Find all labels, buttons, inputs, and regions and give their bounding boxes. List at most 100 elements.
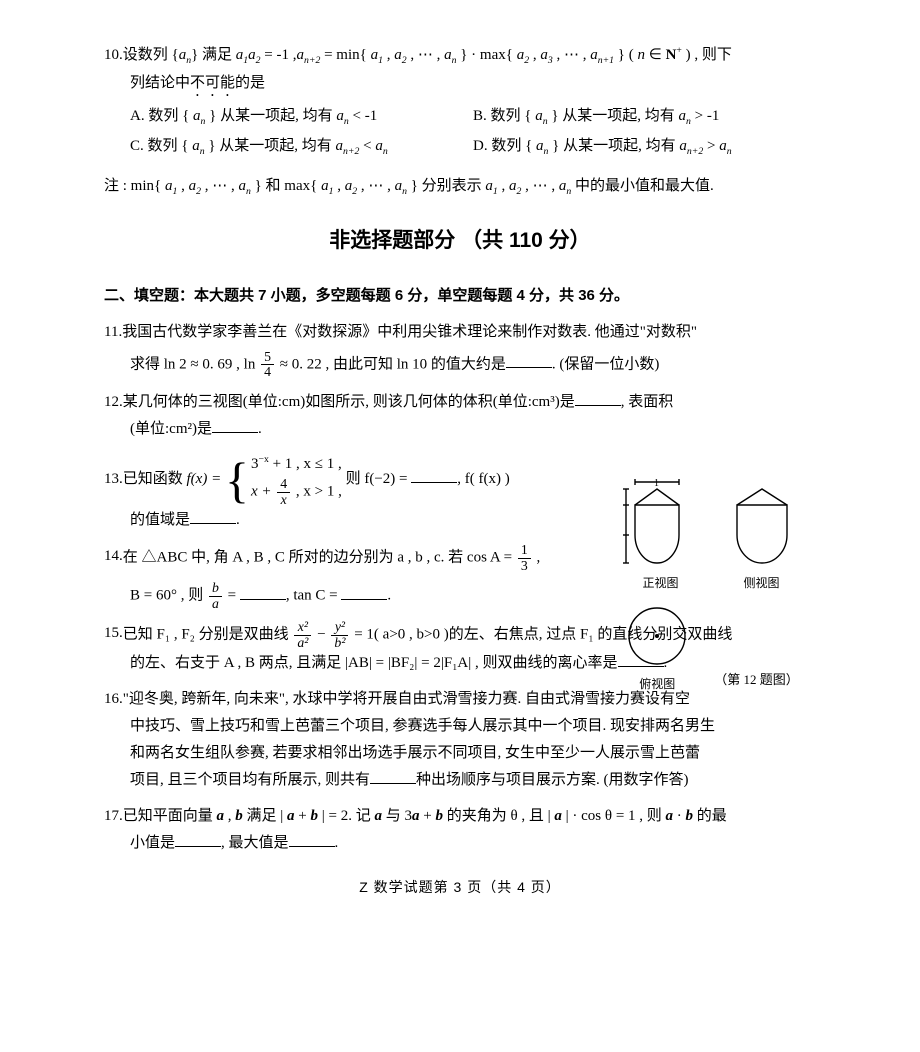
q12-figure: 1 正视图 侧视图 — [601, 475, 816, 695]
t: } · max{ — [456, 47, 516, 63]
t: x + — [251, 484, 275, 500]
t: B. 数列 { — [473, 108, 535, 124]
q10-opt-b: B. 数列 { an } 从某一项起, 均有 an > -1 — [473, 103, 816, 131]
den: 3 — [518, 559, 531, 573]
t: . — [335, 835, 339, 851]
t: 的左、右支于 A , B 两点, 且满足 |AB| = |BF₂| = 2|F₁… — [130, 655, 618, 671]
t: } 满足 — [191, 47, 236, 63]
num: y² — [331, 620, 348, 635]
q10: 10. 设数列 {an} 满足 a1a2 = -1 ,an+2 = min{ a… — [104, 42, 816, 164]
top-view-icon — [618, 601, 696, 671]
side-view-icon — [723, 475, 801, 570]
t: . (保留一位小数) — [552, 356, 660, 372]
blank — [289, 832, 335, 848]
blank — [341, 584, 387, 600]
t: 已知 F₁ , F₂ 分别是双曲线 — [123, 627, 293, 643]
front-view-icon: 1 — [617, 475, 705, 570]
blank — [370, 769, 416, 785]
t: 种出场顺序与项目展示方案. (用数字作答) — [416, 772, 689, 788]
section-title: 非选择题部分 （共 110 分） — [104, 222, 816, 260]
num: b — [209, 581, 222, 596]
t: 的夹角为 θ , 且 | — [443, 808, 554, 824]
t: , tan C = — [286, 588, 342, 604]
q11: 11. 我国古代数学家李善兰在《对数探源》中利用尖锥术理论来制作对数表. 他通过… — [104, 319, 816, 380]
t: 则 f(−2) = — [346, 471, 412, 487]
t: } 从某一项起, 均有 — [548, 138, 679, 154]
q12: 12. 某几何体的三视图(单位:cm)如图所示, 则该几何体的体积(单位:cm³… — [104, 389, 816, 443]
den: b² — [331, 636, 348, 650]
t: , 表面积 — [621, 394, 674, 410]
t: > — [703, 138, 719, 154]
t: ∈ — [645, 47, 666, 63]
blank — [411, 467, 457, 483]
piecewise: { 3−x + 1 , x ≤ 1 , x + 4x , x > 1 , — [225, 452, 342, 507]
t: } 分别表示 — [407, 178, 485, 194]
num: 4 — [277, 477, 290, 492]
q12-l1: 某几何体的三视图(单位:cm)如图所示, 则该几何体的体积(单位:cm³)是 , … — [123, 389, 816, 416]
t: 列结论中 — [130, 75, 190, 91]
q10-opt-c: C. 数列 { an } 从某一项起, 均有 an+2 < an — [130, 133, 473, 161]
note: 注 : min{ a1 , a2 , ⋯ , an } 和 max{ a1 , … — [104, 173, 816, 201]
t: A. 数列 { — [130, 108, 193, 124]
num: x² — [294, 620, 311, 635]
t: 求得 ln 2 ≈ 0. 69 , ln — [130, 356, 259, 372]
t: } 和 max{ — [251, 178, 321, 194]
t: 注 : min{ — [104, 178, 165, 194]
t: 在 △ABC 中, 角 A , B , C 所对的边分别为 a , b , c.… — [123, 550, 516, 566]
t: } 从某一项起, 均有 — [548, 108, 679, 124]
q12-num: 12. — [104, 389, 123, 416]
q10-line2: 列结论中不可能的是 — [104, 70, 816, 100]
q17-l1: 已知平面向量 a , b 满足 | a + b | = 2. 记 a 与 3a … — [123, 803, 816, 830]
t: 的是 — [235, 75, 265, 91]
q16-l2: 中技巧、雪上技巧和雪上芭蕾三个项目, 参赛选手每人展示其中一个项目. 现安排两名… — [104, 713, 816, 740]
q11-num: 11. — [104, 319, 122, 346]
t: > -1 — [691, 108, 719, 124]
side-label: 侧视图 — [743, 573, 779, 595]
t: 已知平面向量 — [123, 808, 217, 824]
t: = min{ — [320, 47, 370, 63]
t: 满足 | — [243, 808, 287, 824]
q17-l2: 小值是, 最大值是. — [104, 830, 816, 857]
num: 5 — [261, 350, 274, 365]
t: 某几何体的三视图(单位:cm)如图所示, 则该几何体的体积(单位:cm³)是 — [123, 394, 575, 410]
q10-opt-a: A. 数列 { an } 从某一项起, 均有 an < -1 — [130, 103, 473, 131]
q11-l2: 求得 ln 2 ≈ 0. 69 , ln 54 ≈ 0. 22 , 由此可知 l… — [104, 350, 816, 380]
t: + — [295, 808, 311, 824]
t: , — [533, 550, 541, 566]
t: } ( — [614, 47, 637, 63]
q16: 16."迎冬奥, 跨新年, 向未来", 水球中学将开展自由式滑雪接力赛. 自由式… — [104, 686, 816, 794]
t: , f( f(x) ) — [457, 471, 509, 487]
q13-num: 13. — [104, 466, 123, 493]
t: < — [359, 138, 375, 154]
page-footer: Z 数学试题第 3 页（共 4 页） — [104, 875, 816, 900]
t: , 最大值是 — [221, 835, 289, 851]
t: 中的最小值和最大值. — [571, 178, 714, 194]
t: . — [236, 512, 240, 528]
den: x — [277, 493, 290, 507]
svg-text:1: 1 — [654, 478, 659, 489]
t: D. 数列 { — [473, 138, 536, 154]
t: = -1 , — [261, 47, 297, 63]
t: < -1 — [349, 108, 377, 124]
q16-l3: 和两名女生组队参赛, 若要求相邻出场选手展示不同项目, 女生中至少一人展示雪上芭… — [104, 740, 816, 767]
t: (单位:cm²)是 — [130, 421, 212, 437]
q10-stem: 设数列 {an} 满足 a1a2 = -1 ,an+2 = min{ a1 , … — [123, 42, 816, 70]
t: | · cos θ = 1 , 则 — [562, 808, 666, 824]
blank — [240, 584, 286, 600]
t: B = 60° , 则 — [130, 588, 207, 604]
den: 4 — [261, 365, 274, 379]
fig-caption: （第 12 题图） — [714, 668, 799, 695]
t: ) , 则下 — [682, 47, 732, 63]
front-label: 正视图 — [642, 573, 678, 595]
blank — [212, 417, 258, 433]
q14-l1: 在 △ABC 中, 角 A , B , C 所对的边分别为 a , b , c.… — [123, 543, 603, 573]
t: } 从某一项起, 均有 — [205, 108, 336, 124]
t: ≈ 0. 22 , 由此可知 ln 10 的值大约是 — [276, 356, 506, 372]
t: 的值域是 — [130, 512, 190, 528]
q12-l2: (单位:cm²)是. — [104, 416, 816, 443]
blank — [175, 832, 221, 848]
q13-l1: 已知函数 f(x) = { 3−x + 1 , x ≤ 1 , x + 4x ,… — [123, 452, 603, 507]
q10-num: 10. — [104, 42, 123, 69]
t: C. 数列 { — [130, 138, 192, 154]
q16-l4: 项目, 且三个项目均有所展示, 则共有种出场顺序与项目展示方案. (用数字作答) — [104, 767, 816, 794]
